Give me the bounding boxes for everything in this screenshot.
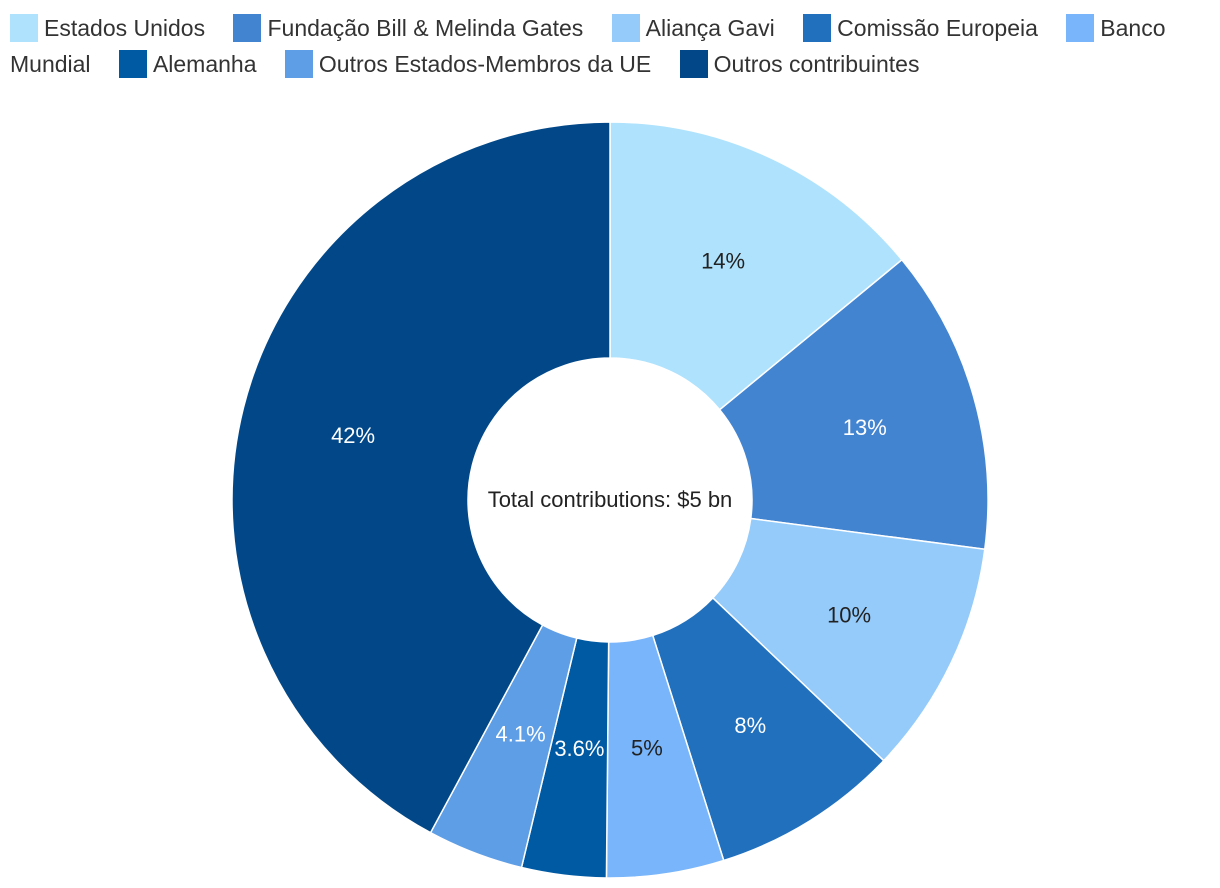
slices bbox=[231, 121, 989, 879]
legend-item: Banco Mundial bbox=[10, 14, 1166, 77]
legend-swatch bbox=[611, 14, 640, 42]
legend-item: Outros contribuintes bbox=[679, 50, 942, 78]
legend-label: Outros contribuintes bbox=[713, 51, 920, 77]
slice-label-6: 3.6% bbox=[554, 736, 604, 761]
slice-label-1: 14% bbox=[701, 248, 745, 273]
legend-swatch bbox=[803, 14, 832, 42]
legend-swatch bbox=[233, 14, 262, 42]
legend-label: Aliança Gavi bbox=[645, 15, 775, 41]
slice-1 bbox=[609, 121, 903, 411]
slice-label-4: 8% bbox=[734, 713, 766, 738]
slice-2 bbox=[718, 258, 989, 551]
legend-swatch bbox=[284, 50, 313, 78]
legend-label: Fundação Bill & Melinda Gates bbox=[267, 15, 584, 41]
legend-label: Alemanha bbox=[152, 51, 257, 77]
legend-label: Banco Mundial bbox=[10, 15, 1166, 77]
legend-swatch bbox=[118, 50, 147, 78]
legend-swatch bbox=[679, 50, 708, 78]
legend-label: Estados Unidos bbox=[44, 15, 206, 41]
legend-item: Aliança Gavi bbox=[611, 14, 797, 42]
slice-labels: 14% 13% 10% 8% 5% 3.6% 4.1% 42% bbox=[331, 248, 887, 761]
legend-item: Alemanha bbox=[118, 50, 279, 78]
slice-3 bbox=[711, 517, 986, 762]
slice-label-5: 5% bbox=[631, 735, 663, 760]
legend-swatch bbox=[1066, 14, 1095, 42]
legend-item: Outros Estados-Membros da UE bbox=[284, 50, 673, 78]
legend-item: Comissão Europeia bbox=[803, 14, 1060, 42]
center-label: Total contributions: $5 bn bbox=[488, 487, 733, 512]
slice-label-2: 13% bbox=[843, 415, 887, 440]
slice-label-8: 42% bbox=[331, 423, 375, 448]
slice-label-7: 4.1% bbox=[496, 722, 546, 747]
legend-item: Fundação Bill & Melinda Gates bbox=[233, 14, 605, 42]
legend: Estados Unidos Fundação Bill & Melinda G… bbox=[10, 10, 1210, 82]
slice-8 bbox=[231, 121, 611, 834]
legend-item: Estados Unidos bbox=[10, 14, 227, 42]
legend-swatch bbox=[10, 14, 38, 42]
legend-label: Outros Estados-Membros da UE bbox=[318, 51, 652, 77]
legend-label: Comissão Europeia bbox=[837, 15, 1038, 41]
slice-label-3: 10% bbox=[827, 602, 871, 627]
